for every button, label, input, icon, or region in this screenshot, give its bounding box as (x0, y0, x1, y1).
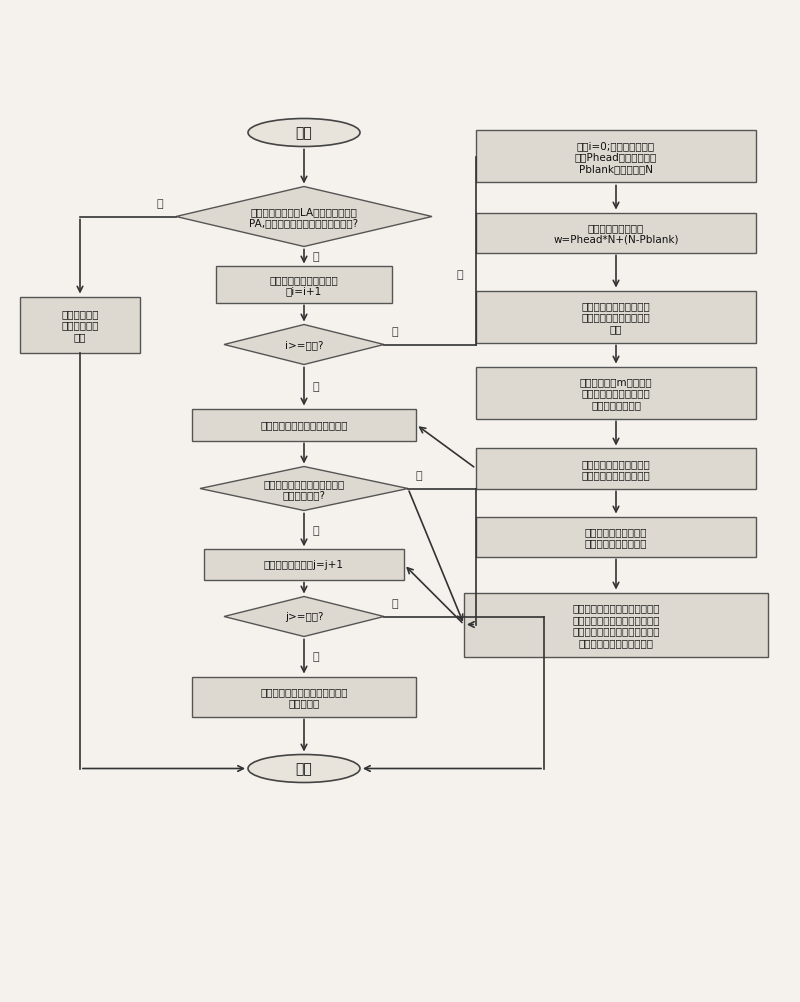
FancyBboxPatch shape (192, 676, 416, 716)
Text: 设置i=0;读出阵列起始行
指针Phead、空白行指针
Pblank及有效行数N: 设置i=0;读出阵列起始行 指针Phead、空白行指针 Pblank及有效行数N (575, 140, 657, 174)
Text: 读出物理地址
所指向位置的
数据: 读出物理地址 所指向位置的 数据 (62, 309, 98, 342)
FancyBboxPatch shape (204, 550, 404, 580)
Text: 结束: 结束 (296, 762, 312, 776)
Text: 交换总写次数差的两个区
域，并修该相应的寄存器: 交换总写次数差的两个区 域，并修该相应的寄存器 (582, 458, 650, 480)
Polygon shape (200, 467, 408, 511)
Text: 执行写后读验证机制，判断存
储行是否失效?: 执行写后读验证机制，判断存 储行是否失效? (263, 478, 345, 500)
FancyBboxPatch shape (20, 298, 140, 353)
FancyBboxPatch shape (216, 268, 392, 304)
Text: 是: 是 (313, 652, 319, 662)
Ellipse shape (248, 119, 360, 147)
Text: 开始: 开始 (296, 126, 312, 140)
Text: i>=阈值?: i>=阈值? (285, 340, 323, 350)
Text: 是: 是 (416, 471, 422, 481)
Text: 是: 是 (457, 271, 463, 281)
Text: 源区域内阵列总写次数的
最大值记为该区域的总写
次数: 源区域内阵列总写次数的 最大值记为该区域的总写 次数 (582, 301, 650, 334)
Polygon shape (224, 597, 384, 637)
Text: 否: 否 (392, 599, 398, 609)
Ellipse shape (248, 755, 360, 783)
Text: 查找更新后的区域阵列
映射表；更新物理地址: 查找更新后的区域阵列 映射表；更新物理地址 (585, 526, 647, 548)
FancyBboxPatch shape (464, 593, 768, 657)
Text: 相关存储器的写次数计数
器i=i+1: 相关存储器的写次数计数 器i=i+1 (270, 275, 338, 296)
FancyBboxPatch shape (192, 409, 416, 441)
FancyBboxPatch shape (476, 367, 756, 419)
Text: 否: 否 (313, 382, 319, 392)
Text: 将数据写入物理地址所指向位置: 将数据写入物理地址所指向位置 (260, 420, 348, 430)
FancyBboxPatch shape (476, 131, 756, 183)
FancyBboxPatch shape (476, 449, 756, 489)
Text: 对给出的逻辑地址LA计算出物理地址
PA,并判断当前的操作是否为写操作?: 对给出的逻辑地址LA计算出物理地址 PA,并判断当前的操作是否为写操作? (250, 206, 358, 228)
Text: 是: 是 (392, 328, 398, 337)
Text: 否: 否 (157, 199, 163, 209)
Text: 阵列邻行拷贝操作，实现阵列内
部的写均衡: 阵列邻行拷贝操作，实现阵列内 部的写均衡 (260, 686, 348, 707)
Text: 是: 是 (313, 253, 319, 263)
Text: 启动失效冗余阵列映射机制：拷
贝有效数据到冗余阵列；更新表
项值及控制信息；更新物理地址
及新的阵列；写入相应数据: 启动失效冗余阵列映射机制：拷 贝有效数据到冗余阵列；更新表 项值及控制信息；更新… (572, 602, 660, 647)
Polygon shape (176, 187, 432, 247)
Text: j>=阈值?: j>=阈值? (285, 612, 323, 622)
FancyBboxPatch shape (476, 213, 756, 254)
FancyBboxPatch shape (476, 292, 756, 343)
FancyBboxPatch shape (476, 517, 756, 557)
Text: 对存储系统的m个区域的
总写次数进行排序，得到
排好序的区域队列: 对存储系统的m个区域的 总写次数进行排序，得到 排好序的区域队列 (580, 377, 652, 410)
Text: 阵列写次数计数器j=j+1: 阵列写次数计数器j=j+1 (264, 560, 344, 570)
Text: 计算阵列的总写次数
w=Phead*N+(N-Pblank): 计算阵列的总写次数 w=Phead*N+(N-Pblank) (554, 222, 678, 244)
Polygon shape (224, 326, 384, 365)
Text: 否: 否 (313, 525, 319, 535)
